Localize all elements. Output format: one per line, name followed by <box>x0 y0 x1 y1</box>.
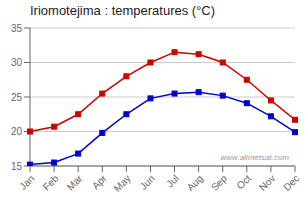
svg-text:Jan: Jan <box>17 173 36 192</box>
svg-text:Jun: Jun <box>138 173 157 192</box>
svg-text:30: 30 <box>11 57 23 68</box>
svg-text:Oct: Oct <box>234 173 253 192</box>
svg-text:15: 15 <box>11 161 23 172</box>
svg-text:Apr: Apr <box>90 172 109 191</box>
svg-text:Dec: Dec <box>281 173 297 193</box>
svg-text:20: 20 <box>11 126 23 137</box>
svg-text:Nov: Nov <box>257 173 277 193</box>
html-text:Iriomotejima : temperatures (°: Iriomotejima : temperatures (°C) <box>30 3 216 18</box>
svg-text:Mar: Mar <box>65 172 85 192</box>
svg-text:Sep: Sep <box>209 172 230 193</box>
html-text:www.allmetsat.com: www.allmetsat.com <box>220 153 289 162</box>
svg-text:25: 25 <box>11 92 23 103</box>
svg-text:Feb: Feb <box>41 172 61 192</box>
svg-text:May: May <box>112 173 133 194</box>
svg-text:Aug: Aug <box>185 173 205 193</box>
svg-text:Jul: Jul <box>164 173 181 190</box>
svg-text:35: 35 <box>11 23 23 34</box>
